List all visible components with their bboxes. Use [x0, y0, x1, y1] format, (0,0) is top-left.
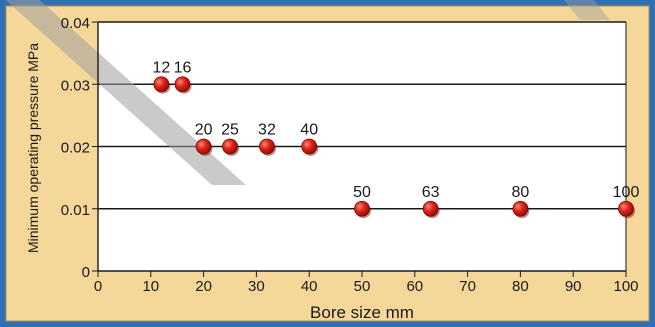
data-label: 50 — [353, 184, 371, 201]
data-point — [422, 200, 439, 217]
x-tick-label: 50 — [354, 278, 371, 295]
data-point — [512, 200, 529, 217]
x-tick-label: 20 — [195, 278, 212, 295]
data-label: 20 — [195, 122, 213, 139]
data-label: 32 — [258, 122, 276, 139]
x-tick-label: 70 — [459, 278, 476, 295]
x-tick-label: 90 — [565, 278, 582, 295]
x-tick-label: 10 — [142, 278, 159, 295]
y-tick-label: 0.03 — [61, 77, 90, 94]
axes — [92, 21, 627, 277]
x-tick-label: 30 — [248, 278, 265, 295]
data-label: 100 — [613, 184, 640, 201]
x-tick-label: 40 — [301, 278, 318, 295]
x-tick-label: 0 — [94, 278, 102, 295]
x-tick-label: 100 — [613, 278, 638, 295]
watermark-stroke — [5, 0, 610, 185]
tick-labels: 0 0.01 0.02 0.03 0.04 0 10 20 30 40 50 60 70 80 90 100 — [61, 15, 639, 295]
data-point — [259, 138, 275, 155]
point-labels: 12 16 20 25 32 40 50 63 80 100 — [152, 59, 639, 201]
x-tick-label: 60 — [406, 278, 423, 295]
data-point — [222, 138, 238, 155]
data-point — [301, 138, 318, 155]
data-point — [153, 76, 170, 93]
data-label: 63 — [422, 184, 440, 201]
data-point — [174, 76, 191, 93]
x-axis-label: Bore size mm — [310, 303, 414, 322]
data-label: 16 — [174, 59, 192, 76]
data-points — [153, 76, 635, 219]
y-tick-label: 0.02 — [61, 140, 90, 157]
y-axis-label: Minimum operating pressure MPa — [25, 43, 41, 253]
data-point — [618, 200, 634, 217]
data-label: 12 — [152, 59, 170, 76]
y-tick-label: 0.04 — [61, 15, 90, 32]
data-point — [195, 138, 212, 155]
y-tick-label: 0 — [82, 264, 90, 281]
y-tick-label: 0.01 — [61, 202, 90, 219]
x-tick-label: 80 — [512, 278, 529, 295]
data-label: 40 — [300, 122, 318, 139]
data-point — [354, 200, 370, 217]
data-label: 25 — [221, 122, 239, 139]
data-label: 80 — [512, 184, 530, 201]
